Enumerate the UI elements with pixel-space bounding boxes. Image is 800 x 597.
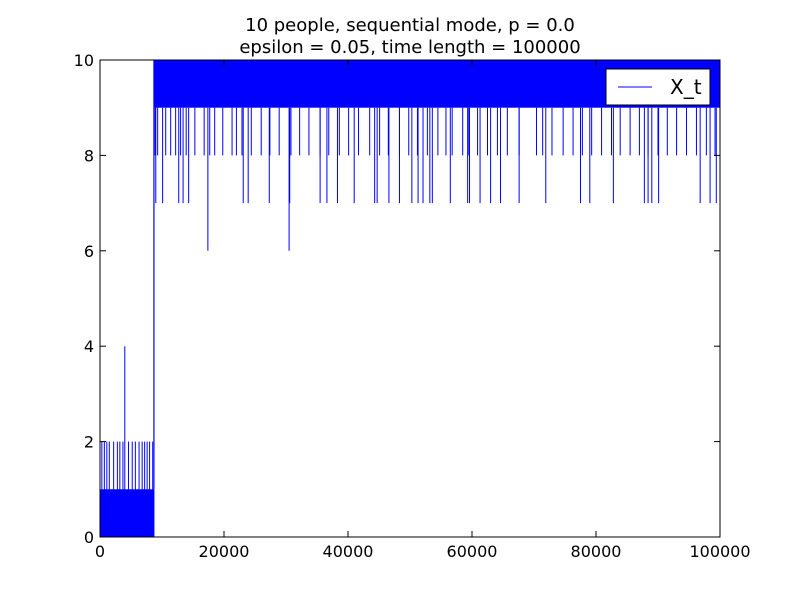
- y-tick-label: 8: [84, 146, 94, 165]
- y-tick-label: 0: [84, 528, 94, 547]
- series-band: [100, 489, 154, 537]
- chart-subtitle: epsilon = 0.05, time length = 100000: [239, 37, 580, 58]
- y-tick-label: 2: [84, 433, 94, 452]
- plot-area: [100, 60, 720, 537]
- legend: X_t: [605, 68, 711, 106]
- legend-label-x-t: X_t: [670, 75, 702, 99]
- plot-frame: [99, 59, 721, 538]
- y-tick-label: 4: [84, 337, 94, 356]
- x-tick-label: 80000: [571, 542, 622, 561]
- chart-title: 10 people, sequential mode, p = 0.0: [245, 15, 575, 36]
- x-tick-label: 20000: [199, 542, 250, 561]
- x-axis: 0 20000 40000 60000 80000 100000: [95, 60, 751, 561]
- x-tick-label: 100000: [689, 542, 750, 561]
- x-tick-label: 40000: [323, 542, 374, 561]
- x-tick-label: 0: [95, 542, 105, 561]
- y-tick-label: 10: [74, 51, 94, 70]
- y-axis: 0 2 4 6 8 10: [74, 51, 720, 547]
- x-tick-label: 60000: [447, 542, 498, 561]
- y-tick-label: 6: [84, 242, 94, 261]
